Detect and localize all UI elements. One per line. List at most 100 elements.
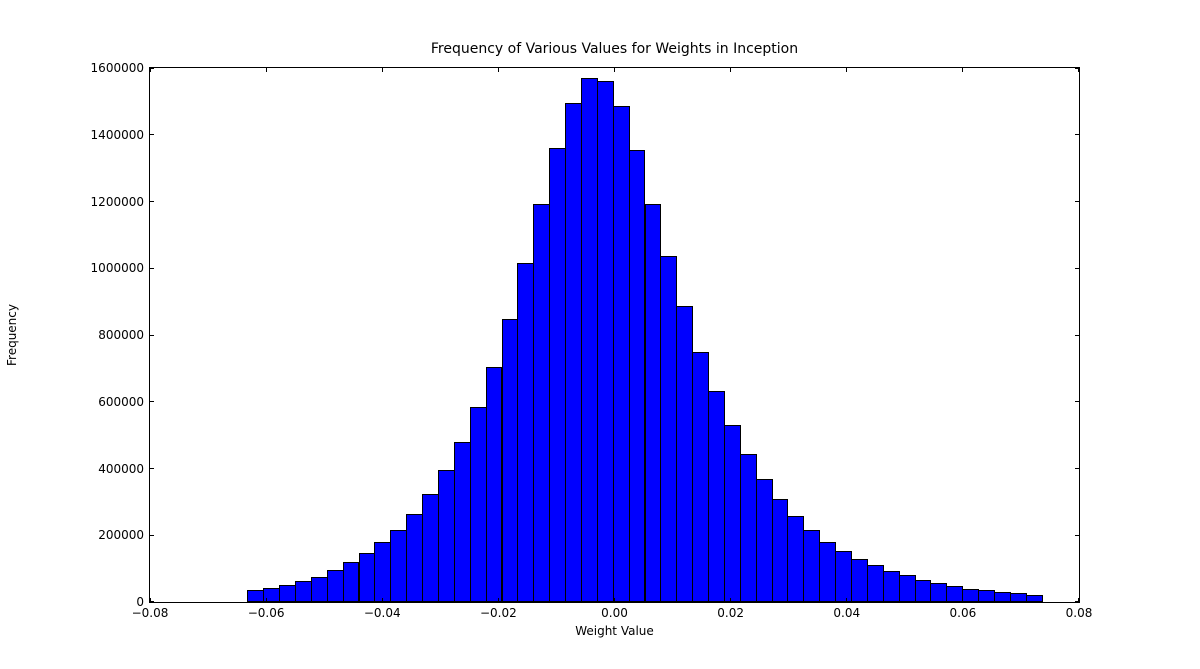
histogram-bar	[978, 589, 996, 602]
histogram-bar	[1009, 593, 1027, 602]
histogram-bar	[660, 256, 678, 602]
y-tick-mark	[150, 468, 154, 469]
y-tick-mark	[150, 134, 154, 136]
x-tick-mark	[381, 598, 383, 602]
x-tick-mark	[381, 68, 383, 72]
histogram-bar	[692, 352, 710, 602]
histogram-bar	[422, 493, 439, 602]
histogram-bar	[247, 590, 265, 602]
histogram-bar	[930, 582, 948, 602]
x-tick-mark	[846, 598, 848, 602]
x-tick-mark	[846, 68, 848, 72]
histogram-bar	[914, 579, 932, 602]
x-tick-mark	[1078, 598, 1079, 602]
x-tick-mark	[1078, 68, 1079, 72]
y-tick-label: 1200000	[90, 194, 144, 209]
histogram-bar	[866, 565, 884, 602]
y-tick-label: 1400000	[90, 127, 144, 142]
histogram-bar	[565, 103, 582, 602]
histogram-bar	[485, 366, 503, 602]
x-tick-mark	[962, 68, 964, 72]
y-tick-mark	[150, 401, 154, 403]
x-tick-label: 0.08	[1065, 606, 1093, 620]
x-tick-label: 0.06	[949, 606, 977, 620]
y-tick-label: 800000	[98, 328, 144, 342]
x-tick-label: 0.02	[717, 606, 744, 620]
y-tick-mark	[1075, 134, 1079, 136]
histogram-bar	[723, 425, 741, 602]
histogram-bar	[787, 516, 805, 602]
x-tick-mark	[614, 68, 615, 72]
histogram-bar	[390, 529, 408, 602]
histogram-bar	[898, 575, 916, 602]
y-tick-mark	[1075, 334, 1079, 336]
histogram-bar	[549, 148, 567, 602]
x-tick-mark	[265, 598, 267, 602]
histogram-bar	[628, 150, 646, 602]
x-tick-mark	[150, 68, 151, 72]
plot-area	[149, 67, 1080, 603]
x-tick-mark	[497, 598, 499, 602]
histogram-bar	[644, 203, 662, 602]
y-tick-mark	[1075, 267, 1079, 269]
histogram-bar	[882, 570, 900, 602]
histogram-bar	[342, 561, 360, 602]
y-tick-mark	[150, 601, 154, 602]
y-tick-label: 0	[136, 595, 144, 609]
y-tick-mark	[1075, 468, 1079, 469]
histogram-bar	[851, 558, 868, 602]
histogram-bar	[453, 442, 471, 602]
histogram-bar	[962, 588, 980, 602]
y-tick-mark	[1075, 68, 1079, 69]
histogram-bar	[533, 203, 551, 602]
y-tick-mark	[150, 201, 154, 202]
histogram-bar	[946, 586, 964, 602]
histogram-bar	[676, 306, 694, 602]
histogram-bar	[279, 584, 296, 602]
y-tick-mark	[150, 334, 154, 336]
histogram-bar	[469, 407, 487, 602]
x-tick-label: 0.04	[833, 606, 861, 620]
y-tick-label: 1600000	[90, 61, 144, 75]
x-tick-label: −0.04	[363, 606, 401, 620]
histogram-bar	[708, 391, 725, 602]
histogram-bar	[596, 80, 614, 602]
histogram-bar	[739, 454, 757, 602]
y-tick-mark	[1075, 201, 1079, 202]
histogram-bar	[501, 318, 519, 602]
chart-title: Frequency of Various Values for Weights …	[430, 41, 799, 57]
histogram-bar	[294, 580, 312, 602]
histogram-bar	[819, 541, 837, 602]
histogram-bar	[517, 263, 535, 602]
histogram-bar	[358, 553, 376, 602]
histogram-bar	[374, 541, 392, 602]
x-tick-label: 0.00	[601, 606, 628, 620]
histogram-bar	[612, 106, 630, 602]
y-tick-label: 400000	[98, 461, 144, 476]
x-tick-mark	[962, 598, 964, 602]
x-tick-mark	[614, 598, 615, 602]
x-tick-mark	[265, 68, 267, 72]
x-tick-mark	[730, 68, 732, 72]
y-tick-label: 200000	[98, 528, 144, 543]
histogram-bar	[437, 469, 455, 602]
x-tick-mark	[150, 598, 151, 602]
y-tick-label: 1000000	[90, 261, 144, 276]
y-tick-mark	[150, 68, 154, 69]
histogram-bar	[755, 478, 773, 602]
x-tick-mark	[730, 598, 732, 602]
y-tick-label: 600000	[98, 394, 144, 409]
histogram-bar	[771, 499, 789, 602]
x-axis-label: Weight Value	[575, 624, 654, 638]
x-tick-label: −0.08	[131, 606, 169, 620]
histogram-bar	[406, 514, 424, 602]
x-tick-label: −0.02	[479, 606, 517, 620]
x-tick-mark	[497, 68, 499, 72]
histogram-bar	[326, 569, 344, 602]
x-tick-label: −0.06	[247, 606, 285, 620]
y-tick-mark	[150, 267, 154, 269]
histogram-bar	[994, 592, 1011, 602]
histogram-bar	[835, 550, 853, 602]
y-tick-mark	[1075, 534, 1079, 536]
